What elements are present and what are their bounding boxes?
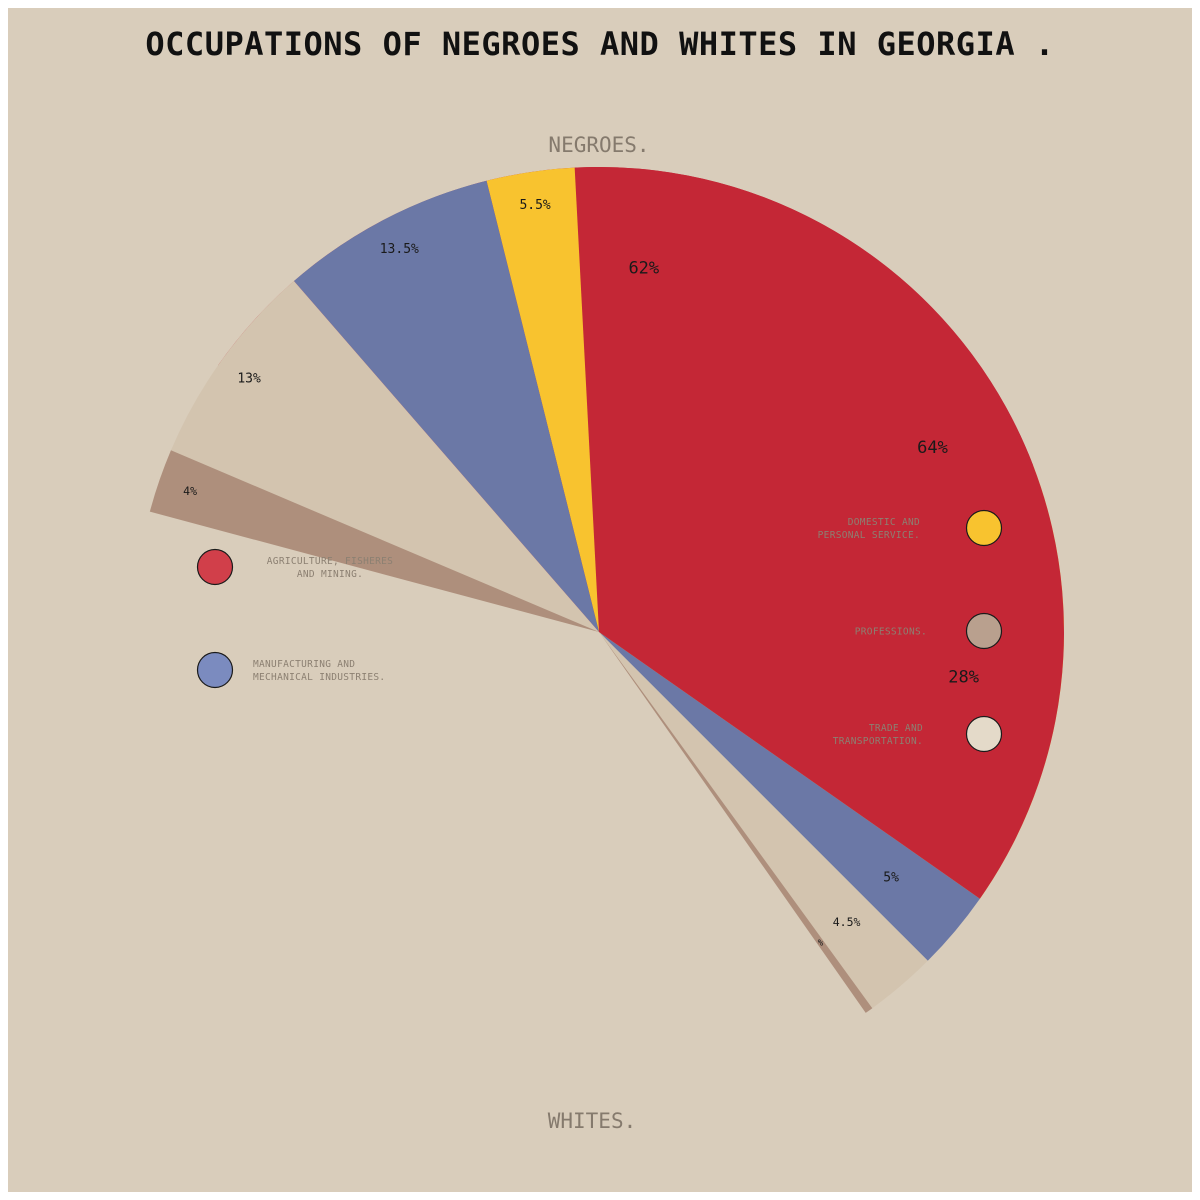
- whites-slice-agriculture: [574, 167, 1065, 899]
- legend-label-trade: TRADE AND: [869, 723, 923, 734]
- negroes-slice-trade: [599, 632, 928, 1009]
- whites-slice-trade: [170, 281, 599, 632]
- chart-frame: OCCUPATIONS OF NEGROES AND WHITES IN GEO…: [8, 8, 1192, 1192]
- whites-pct-professions: 4%: [183, 484, 197, 498]
- legend-label-trade: TRANSPORTATION.: [833, 736, 923, 747]
- whites-slice-manufacturing: [293, 180, 599, 632]
- negroes-pct-agriculture: 62%: [628, 258, 659, 278]
- whites-slice-professions: [149, 450, 599, 632]
- whites-pct-domestic: 5.5%: [519, 198, 550, 213]
- whites-slice-domestic: [486, 167, 599, 632]
- legend-swatch-agriculture: [196, 548, 234, 586]
- whites-pct-agriculture: 64%: [917, 438, 948, 458]
- legend: AGRICULTURE, FISHERES AND MINING. MANUFACT…: [196, 509, 1003, 753]
- legend-swatch-manufacturing: [196, 651, 234, 689]
- whites-pct-trade: 13%: [237, 371, 261, 386]
- negroes-pct-trade: 4.5%: [833, 915, 861, 929]
- negroes-pct-manufacturing: 5%: [883, 871, 899, 886]
- legend-label-domestic: DOMESTIC AND: [848, 517, 920, 528]
- whites-slices: [149, 167, 1065, 899]
- whites-pct-manufacturing: 13.5%: [380, 242, 419, 257]
- occupations-chart: OCCUPATIONS OF NEGROES AND WHITES IN GEO…: [145, 25, 1065, 1133]
- negroes-label: NEGROES.: [548, 133, 649, 157]
- legend-swatch-trade: [965, 715, 1003, 753]
- negroes-slice-manufacturing: [599, 632, 980, 961]
- legend-label-agriculture: AGRICULTURE, FISHERES: [267, 556, 393, 567]
- legend-swatch-professions: [965, 612, 1003, 650]
- percentage-labels: 62% 28% 5% 4.5%% 64% 5.5% 13.5% 13% 4%: [183, 198, 979, 949]
- legend-label-professions: PROFESSIONS.: [855, 627, 927, 638]
- negroes-pct-professions: %: [818, 939, 824, 949]
- legend-swatch-domestic: [965, 509, 1003, 547]
- legend-label-agriculture: AND MINING.: [297, 569, 363, 580]
- legend-label-domestic: PERSONAL SERVICE.: [818, 530, 920, 541]
- legend-label-manufacturing: MANUFACTURING AND: [253, 659, 355, 670]
- whites-label: WHITES.: [548, 1109, 637, 1133]
- legend-label-manufacturing: MECHANICAL INDUSTRIES.: [253, 672, 385, 683]
- negroes-pct-domestic: 28%: [948, 668, 979, 688]
- negroes-slice-professions: [599, 632, 873, 1013]
- chart-title: OCCUPATIONS OF NEGROES AND WHITES IN GEO…: [145, 25, 1054, 63]
